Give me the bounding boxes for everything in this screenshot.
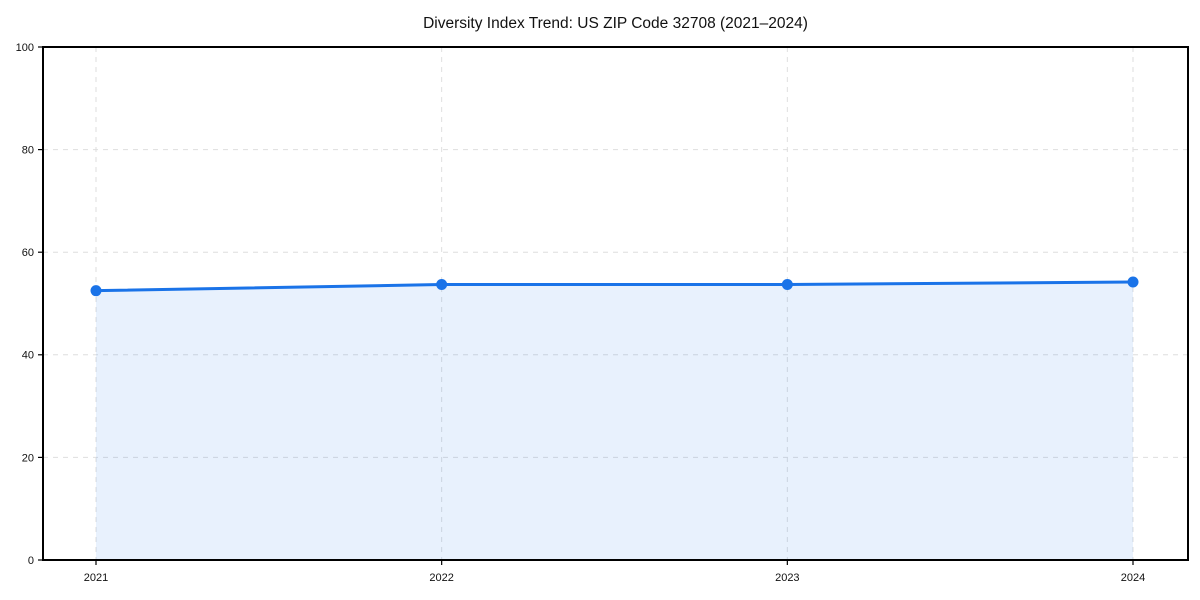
x-tick-label: 2021 [84,572,108,584]
y-tick-label: 0 [28,555,34,567]
data-point-2022 [436,279,448,291]
y-tick-label: 60 [22,247,34,259]
y-tick-label: 80 [22,144,34,156]
y-tick-label: 20 [22,452,34,464]
y-tick-label: 40 [22,350,34,362]
trend-line [94,280,1135,293]
area-fill [96,281,1133,560]
data-point-2021 [90,285,102,297]
x-tick-label: 2024 [1121,572,1145,584]
x-tick-label: 2023 [775,572,799,584]
data-point-2024 [1127,276,1139,288]
plot-border [42,46,1189,561]
y-tick-label: 100 [16,42,34,54]
chart-title: Diversity Index Trend: US ZIP Code 32708… [423,15,808,32]
data-point-2023 [781,279,793,291]
x-tick-label: 2022 [429,572,453,584]
